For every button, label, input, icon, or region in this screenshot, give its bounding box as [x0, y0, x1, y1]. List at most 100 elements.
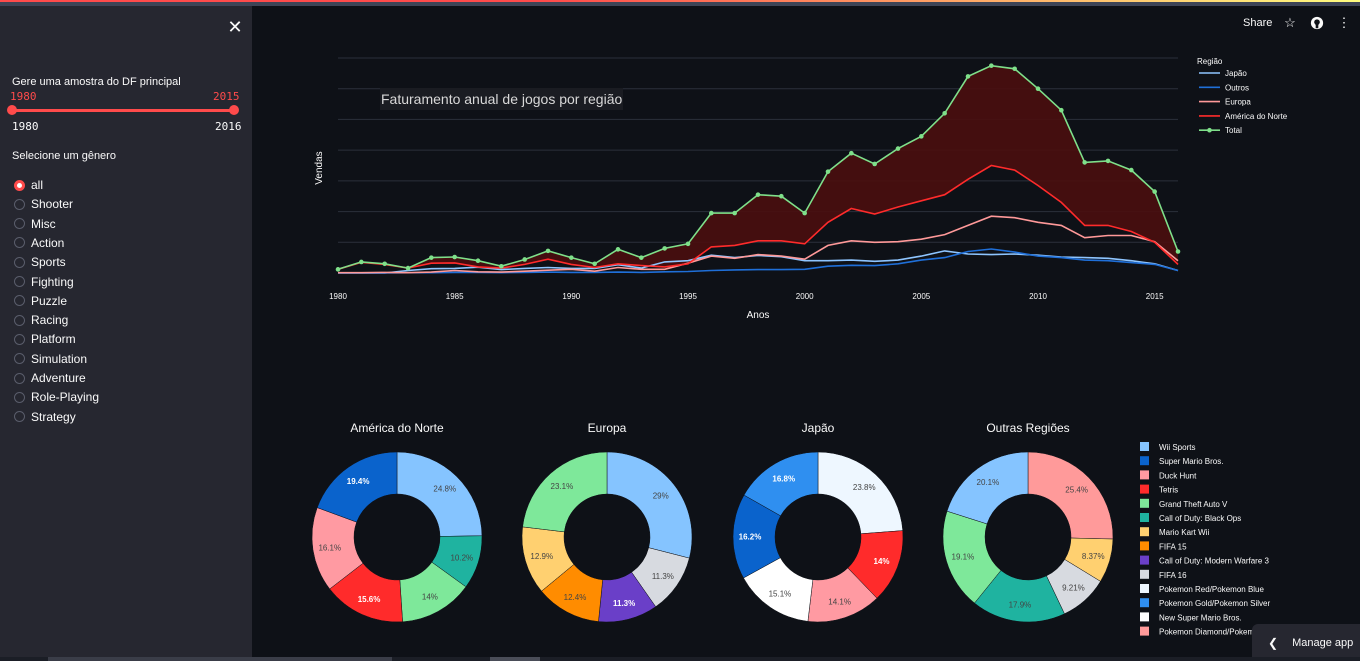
legend-title: Região	[1197, 57, 1223, 66]
total-point	[1012, 66, 1017, 72]
total-point	[942, 110, 947, 116]
total-area-fill	[338, 65, 1178, 270]
total-point	[359, 259, 364, 265]
radio-circle[interactable]	[14, 295, 25, 307]
pie-legend-swatch	[1140, 541, 1149, 551]
slider-low-thumb[interactable]	[7, 105, 17, 115]
genre-option-label: Platform	[31, 332, 76, 347]
genre-option-platform[interactable]: Platform	[14, 330, 76, 348]
radio-circle[interactable]	[14, 179, 25, 191]
radio-circle[interactable]	[14, 198, 25, 210]
genre-option-shooter[interactable]: Shooter	[14, 195, 73, 213]
genre-option-action[interactable]: Action	[14, 234, 64, 252]
total-point	[1152, 189, 1157, 194]
github-icon[interactable]	[1310, 16, 1324, 30]
radio-circle[interactable]	[14, 411, 25, 423]
close-sidebar-icon[interactable]: ✕	[227, 17, 243, 37]
manage-app-label: Manage app	[1292, 636, 1354, 649]
bottom-scroll-segment	[48, 657, 392, 661]
bottom-scroll-thumb[interactable]	[490, 657, 540, 661]
genre-option-misc[interactable]: Misc	[14, 215, 56, 233]
total-point	[919, 134, 924, 139]
total-point	[592, 261, 597, 267]
donut-slice-label: 23.8%	[853, 483, 876, 492]
donut-title: Japão	[802, 421, 835, 435]
genre-option-racing[interactable]: Racing	[14, 311, 68, 329]
more-menu-icon[interactable]: ⋮	[1337, 15, 1351, 30]
donut-slice-label: 15.1%	[769, 589, 792, 598]
y-axis-title: Vendas	[314, 151, 325, 184]
pie-legend-entry: FIFA 16	[1159, 571, 1187, 580]
donut-title: América do Norte	[350, 421, 444, 435]
radio-circle[interactable]	[14, 237, 25, 249]
radio-circle[interactable]	[14, 218, 25, 230]
total-point	[755, 192, 761, 197]
donut-slice-label: 19.4%	[347, 477, 370, 486]
genre-option-sports[interactable]: Sports	[14, 253, 66, 271]
pie-legend-swatch	[1140, 484, 1149, 494]
total-point	[732, 210, 737, 216]
genre-option-all[interactable]: all	[14, 176, 43, 194]
genre-option-label: Sports	[31, 255, 66, 270]
top-decoration-inner	[0, 2, 1360, 6]
pie-legend-swatch	[1140, 569, 1149, 579]
pie-legend-swatch	[1140, 470, 1149, 480]
donut-slice-label: 12.9%	[530, 552, 553, 561]
slider-label: Gere uma amostra do DF principal	[12, 76, 181, 88]
total-point	[639, 255, 644, 260]
genre-option-label: Fighting	[31, 274, 74, 289]
radio-circle[interactable]	[14, 314, 25, 326]
genre-option-fighting[interactable]: Fighting	[14, 273, 74, 291]
donut-slice-label: 11.3%	[613, 599, 635, 608]
x-tick-label: 1990	[562, 292, 580, 301]
legend-entry: Outros	[1225, 83, 1249, 92]
total-point	[849, 150, 854, 156]
genre-option-label: Adventure	[31, 371, 86, 385]
donut-title: Europa	[588, 421, 627, 435]
genre-option-role-playing[interactable]: Role-Playing	[14, 388, 99, 406]
pie-legend-swatch	[1140, 555, 1149, 565]
radio-circle[interactable]	[14, 353, 25, 365]
share-button[interactable]: Share	[1243, 17, 1273, 29]
pie-legend-entry: FIFA 15	[1159, 542, 1187, 551]
year-range-slider-track[interactable]	[12, 109, 234, 112]
donut-slice-label: 14.1%	[828, 597, 851, 606]
donut-slice	[522, 451, 608, 533]
radio-circle[interactable]	[14, 276, 25, 287]
donut-slice-label: 9.21%	[1062, 584, 1085, 593]
genre-option-label: Strategy	[31, 409, 76, 424]
genre-option-label: Action	[31, 235, 65, 250]
x-tick-label: 2005	[912, 292, 930, 301]
radio-circle[interactable]	[14, 333, 25, 345]
slider-min-label: 1980	[12, 120, 39, 133]
pie-legend-entry: Call of Duty: Black Ops	[1159, 514, 1241, 523]
radio-circle[interactable]	[14, 372, 25, 384]
slider-high-thumb[interactable]	[229, 105, 239, 115]
pie-legend-swatch	[1140, 456, 1149, 466]
radio-circle[interactable]	[14, 256, 25, 268]
genre-option-adventure[interactable]: Adventure	[14, 369, 86, 387]
genre-radio-label: Selecione um gênero	[12, 150, 116, 162]
star-icon[interactable]: ☆	[1284, 15, 1296, 30]
genre-option-label: Puzzle	[31, 293, 68, 308]
donut-slice-label: 24.8%	[433, 485, 456, 494]
manage-app-button[interactable]: ❮ Manage app	[1252, 624, 1360, 661]
slider-low-value: 1980	[10, 90, 37, 103]
genre-option-strategy[interactable]: Strategy	[14, 408, 76, 426]
pie-legend-entry: New Super Mario Bros.	[1159, 613, 1242, 622]
genre-option-puzzle[interactable]: Puzzle	[14, 292, 67, 310]
x-tick-label: 1995	[679, 292, 697, 301]
pie-legend-entry: Super Mario Bros.	[1159, 457, 1223, 466]
genre-option-simulation[interactable]: Simulation	[14, 350, 87, 368]
donut-slice-label: 15.6%	[358, 595, 381, 604]
donut-slice-label: 29%	[653, 491, 669, 500]
x-tick-label: 2010	[1029, 292, 1047, 301]
donut-slice-label: 16.2%	[739, 533, 762, 542]
genre-option-label: Misc	[31, 216, 56, 231]
total-point	[475, 258, 481, 264]
pie-legend-swatch	[1140, 442, 1149, 451]
series-line-europa	[338, 215, 1179, 274]
radio-circle[interactable]	[14, 391, 25, 403]
pie-legend-entry: Pokemon Red/Pokemon Blue	[1159, 585, 1265, 594]
